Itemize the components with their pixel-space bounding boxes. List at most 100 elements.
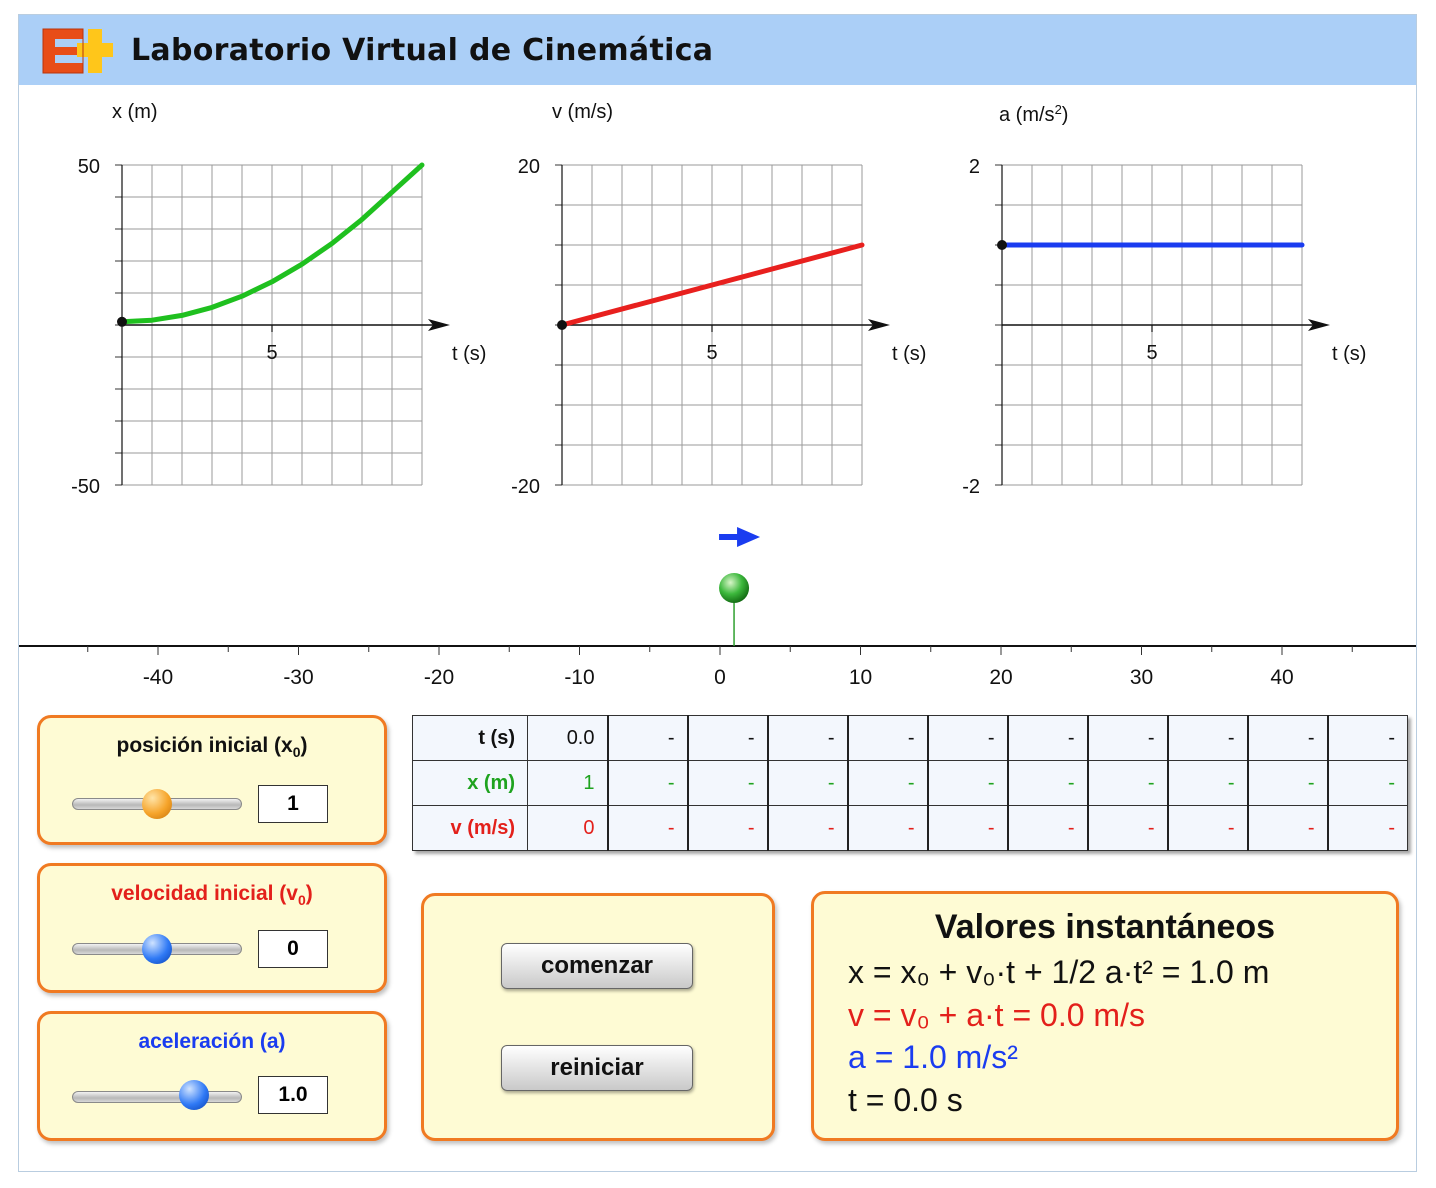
reset-button[interactable]: reiniciar [501,1045,693,1091]
track-tick-label: 40 [1270,666,1293,689]
a-value-field[interactable]: 1.0 [258,1076,328,1114]
track-tick-label: 10 [849,666,872,689]
table-cell: - [1006,715,1088,761]
y-max-label: 20 [518,156,540,178]
track-tick-label: 30 [1130,666,1153,689]
x0-label: posición inicial (x0) [116,734,308,761]
row-header: x (m) [412,760,528,806]
graph-acceleration: 5 t (s) 2 -2 a (m/s2) [962,102,1366,498]
y-max-label: 50 [78,156,100,178]
a-slider-handle[interactable] [179,1080,209,1110]
start-point [557,320,567,330]
x-axis-arrow [428,319,450,331]
table-cell: - [686,715,768,761]
table-cell: - [1166,715,1248,761]
data-table-grid: t (s) 0.0- - - - - - - - - - x (m) 1- - - - - - - - - - v (m/s… [412,715,1408,851]
a-slider-track[interactable] [72,1091,242,1103]
green-ball-icon [719,573,750,603]
table-cell: - [1006,805,1088,851]
table-cell: - [926,760,1008,806]
x-equation: x = x₀ + v₀·t + 1/2 a·t² = 1.0 m [848,954,1270,990]
a-control-panel: aceleración (a) 1.0 [37,1011,387,1141]
v0-value-field[interactable]: 0 [258,930,328,968]
table-cell: - [606,760,688,806]
start-button[interactable]: comenzar [501,943,693,989]
start-point [997,240,1007,250]
series-line [559,242,865,328]
y-axis-label: v (m/s) [552,101,613,123]
y-min-label: -2 [962,476,980,498]
table-row: t (s) 0.0- - - - - - - - - - [412,715,1408,761]
table-cell: - [1086,715,1168,761]
table-cell: - [1166,760,1248,806]
buttons-panel: comenzar reiniciar [421,893,775,1141]
x-axis-label: t (s) [892,343,926,365]
table-cell: - [846,715,928,761]
table-cell: - [1326,805,1408,851]
track-tick-label: -20 [424,666,454,689]
table-row: x (m) 1- - - - - - - - - - [412,760,1408,806]
y-axis-label: a (m/s2) [999,102,1068,126]
track-tick-label: -10 [564,666,594,689]
table-cell: - [1086,805,1168,851]
table-cell: - [766,715,848,761]
v-equation: v = v₀ + a·t = 0.0 m/s [848,997,1145,1033]
t-equation: t = 0.0 s [848,1082,963,1118]
track-group: -40 -30 -20 -10 0 10 20 30 40 [19,527,1416,689]
table-cell: 0.0 [527,715,608,761]
a-label: aceleración (a) [138,1030,286,1053]
x0-value-field[interactable]: 1 [258,785,328,823]
v0-label: velocidad inicial (v0) [111,882,313,909]
table-cell: 1 [527,760,608,806]
x-axis-label: t (s) [452,343,486,365]
e-plus-logo [42,28,113,74]
position-track: -40 -30 -20 -10 0 10 20 30 40 [19,527,1416,689]
table-cell: - [846,805,928,851]
app-title: Laboratorio Virtual de Cinemática [131,33,714,68]
y-axis-label: x (m) [112,101,158,123]
x-axis-label: t (s) [1332,343,1366,365]
track-tick-label: -30 [283,666,313,689]
graphs-area: 5 t (s) 50 -50 x (m) 5 t (s) 20 -20 v (m/s) 5 t (s)… [71,101,1366,498]
start-point [117,316,127,327]
table-cell: - [1326,760,1408,806]
header-bar: Laboratorio Virtual de Cinemática [19,15,1416,85]
table-cell: - [1166,805,1248,851]
table-cell: - [1086,760,1168,806]
v0-control-panel: velocidad inicial (v0) 0 [37,863,387,993]
x-axis-arrow [868,319,890,331]
x0-slider-handle[interactable] [142,789,172,819]
x-tick-label: 5 [266,342,277,364]
y-max-label: 2 [969,156,980,178]
arrow-right-icon [719,527,761,547]
app-window: Laboratorio Virtual de Cinemática 5 t (s)… [18,14,1417,1172]
a-equation: a = 1.0 m/s² [848,1039,1018,1075]
x-axis-arrow [1308,319,1330,331]
track-tick-label: -40 [143,666,173,689]
y-min-label: -50 [71,476,100,498]
table-cell: - [846,760,928,806]
graph-velocity: 5 t (s) 20 -20 v (m/s) [511,101,926,498]
table-cell: - [686,760,768,806]
x-tick-label: 5 [706,342,717,364]
v0-slider-handle[interactable] [142,934,172,964]
track-tick-label: 20 [989,666,1012,689]
table-cell: - [606,805,688,851]
table-cell: 0 [527,805,608,851]
track-tick-label: 0 [714,666,726,689]
table-cell: - [926,715,1008,761]
row-header: v (m/s) [412,805,528,851]
table-cell: - [766,760,848,806]
data-table: t (s) 0.0- - - - - - - - - - x (m) 1- - - - - - - - - - v (m/s… [412,715,1408,851]
row-header: t (s) [412,715,528,761]
x0-control-panel: posición inicial (x0) 1 [37,715,387,845]
y-min-label: -20 [511,476,540,498]
table-cell: - [1326,715,1408,761]
table-cell: - [606,715,688,761]
table-cell: - [766,805,848,851]
table-cell: - [1246,805,1328,851]
table-cell: - [1006,760,1088,806]
values-panel: Valores instantáneos x = x₀ + v₀·t + 1/2… [811,891,1399,1141]
table-cell: - [1246,715,1328,761]
values-title: Valores instantáneos [934,908,1276,946]
